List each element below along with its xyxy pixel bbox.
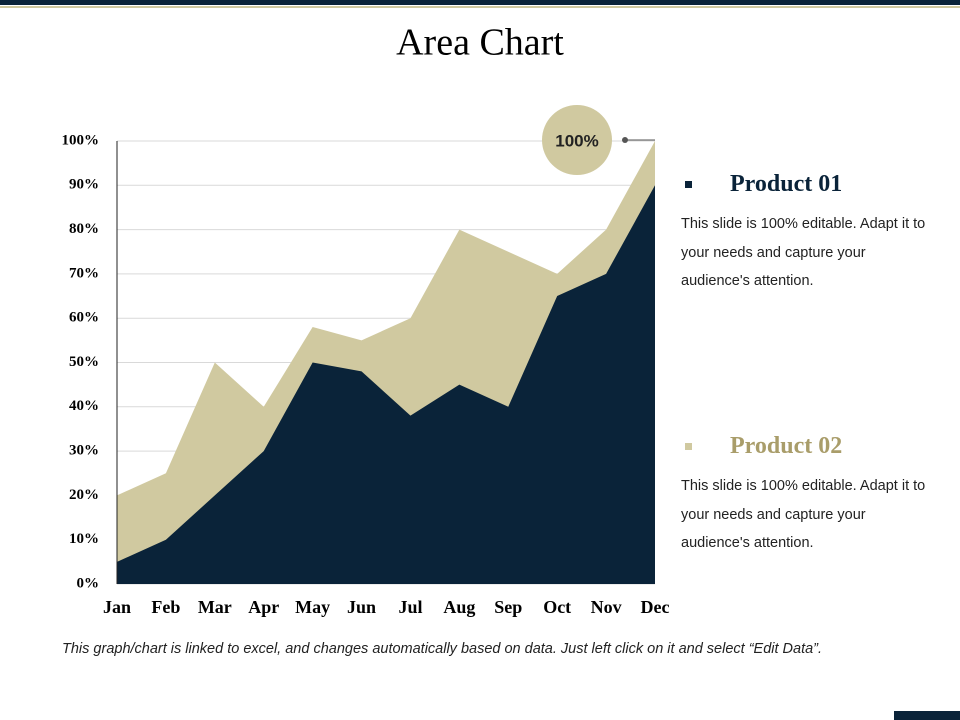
x-tick-label: Jan (103, 597, 131, 617)
legend-heading: Product 02 (681, 433, 931, 460)
y-tick-label: 40% (69, 398, 99, 414)
legend-description: This slide is 100% editable. Adapt it to… (681, 216, 926, 289)
footnote: This graph/chart is linked to excel, and… (62, 641, 823, 657)
corner-bar (894, 711, 960, 720)
legend-item: Product 01 This slide is 100% editable. … (681, 171, 931, 296)
x-tick-label: Oct (543, 597, 571, 617)
annotation-bubble (542, 105, 612, 175)
x-tick-label: Mar (198, 597, 232, 617)
y-tick-label: 60% (69, 310, 99, 326)
x-tick-label: Aug (443, 597, 475, 617)
y-tick-label: 100% (62, 132, 100, 148)
y-tick-label: 80% (69, 221, 99, 237)
area (117, 185, 655, 585)
annotation: 100% (555, 131, 598, 150)
x-tick-label: May (295, 597, 330, 617)
legend-label: Product 01 (730, 171, 843, 197)
y-tick-label: 50% (69, 354, 99, 370)
annotation-dot (622, 137, 628, 143)
top-stripe (0, 6, 960, 8)
x-tick-label: Sep (494, 597, 522, 617)
y-tick-label: 90% (69, 177, 99, 193)
legend-description: This slide is 100% editable. Adapt it to… (681, 478, 926, 551)
legend-swatch (685, 443, 692, 450)
x-tick-label: Jul (398, 597, 422, 617)
legend-label: Product 02 (730, 433, 843, 459)
chart-title: Area Chart (396, 22, 564, 64)
y-tick-label: 0% (77, 575, 100, 591)
x-tick-label: Dec (641, 597, 670, 617)
x-tick-label: Nov (591, 597, 622, 617)
x-tick-label: Feb (151, 597, 180, 617)
y-tick-label: 10% (69, 531, 99, 547)
legend-swatch (685, 181, 692, 188)
x-tick-label: Apr (248, 597, 279, 617)
x-tick-label: Jun (347, 597, 376, 617)
y-tick-label: 70% (69, 265, 99, 281)
y-tick-label: 20% (69, 487, 99, 503)
legend-item: Product 02 This slide is 100% editable. … (681, 433, 931, 558)
top-bar (0, 0, 960, 5)
legend-heading: Product 01 (681, 171, 931, 198)
y-tick-label: 30% (69, 443, 99, 459)
